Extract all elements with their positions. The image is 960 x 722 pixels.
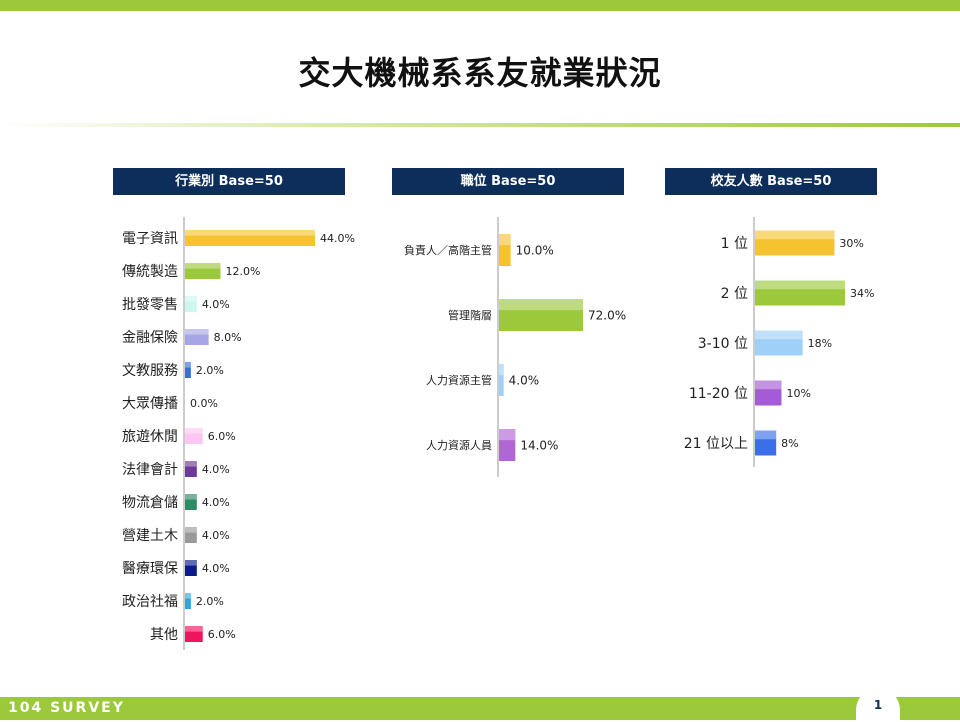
position-bar-chart: 負責人／高階主管 10.0% 管理階層 72.0% 人力資源主管 4.0% 人力資源人員 14… [404, 217, 626, 477]
bar [755, 230, 835, 256]
category-label: 人力資源人員 [426, 438, 492, 452]
bar-highlight [185, 362, 191, 368]
category-label: 政治社福 [122, 594, 178, 610]
category-label: 金融保險 [122, 330, 178, 346]
data-label: 14.0% [520, 438, 558, 452]
bar [755, 380, 782, 406]
category-label: 21 位以上 [684, 436, 748, 452]
bar [185, 593, 191, 609]
bar-highlight [185, 461, 197, 467]
bar [185, 560, 197, 576]
bar [185, 230, 315, 246]
title-divider [0, 123, 960, 127]
bar [499, 364, 504, 396]
category-label: 物流倉儲 [122, 495, 178, 511]
category-label: 3-10 位 [698, 336, 748, 352]
alumni-count-panel-header: 校友人數 Base=50 [665, 168, 877, 195]
bar [499, 234, 511, 266]
data-label: 72.0% [588, 308, 626, 322]
bar-highlight [755, 380, 782, 390]
category-label: 人力資源主管 [426, 373, 492, 387]
bar [185, 362, 191, 378]
bar [185, 296, 197, 312]
category-label: 批發零售 [122, 297, 178, 313]
bar [185, 461, 197, 477]
bar [499, 429, 516, 461]
bottom-accent-bar [0, 697, 960, 720]
category-label: 旅遊休閒 [122, 429, 178, 445]
data-label: 4.0% [202, 298, 230, 311]
page-number: 1 [856, 688, 900, 720]
data-label: 6.0% [208, 628, 236, 641]
bar-highlight [185, 593, 191, 599]
bar-highlight [185, 329, 209, 335]
bar [755, 430, 777, 456]
category-label: 負責人／高階主管 [404, 243, 492, 257]
data-label: 34% [850, 287, 874, 300]
bar-highlight [185, 263, 221, 269]
bar [499, 299, 583, 331]
data-label: 2.0% [196, 595, 224, 608]
data-label: 4.0% [202, 529, 230, 542]
bar [185, 329, 209, 345]
bar [755, 330, 803, 356]
top-accent-bar [0, 0, 960, 11]
category-label: 2 位 [721, 286, 748, 302]
category-label: 管理階層 [448, 308, 492, 322]
data-label: 44.0% [320, 232, 355, 245]
bar-highlight [499, 234, 511, 246]
alumni-count-bar-chart: 1 位 30% 2 位 34% 3-10 位 18% 11-20 位 10% 21 位以上 8% [684, 217, 874, 467]
data-label: 10.0% [516, 243, 554, 257]
data-label: 4.0% [202, 463, 230, 476]
category-label: 大眾傳播 [122, 396, 178, 412]
category-label: 文教服務 [122, 363, 178, 379]
bar-highlight [185, 230, 315, 236]
category-label: 傳統製造 [122, 264, 178, 280]
bar-highlight [185, 626, 203, 632]
bar [185, 428, 203, 444]
data-label: 10% [786, 387, 810, 400]
bar-highlight [185, 560, 197, 566]
data-label: 4.0% [509, 373, 540, 387]
bar-highlight [755, 280, 845, 290]
data-label: 8.0% [214, 331, 242, 344]
data-label: 18% [808, 337, 832, 350]
survey-logo: 104 SURVEY [8, 700, 125, 716]
category-label: 11-20 位 [689, 386, 748, 402]
bar-highlight [185, 527, 197, 533]
category-label: 法律會計 [122, 462, 178, 478]
data-label: 0.0% [190, 397, 218, 410]
bar-highlight [499, 364, 504, 376]
position-panel-header: 職位 Base=50 [392, 168, 624, 195]
bar-highlight [185, 296, 197, 302]
data-label: 2.0% [196, 364, 224, 377]
bar-highlight [499, 299, 583, 311]
industry-panel-header: 行業別 Base=50 [113, 168, 345, 195]
bar [755, 280, 845, 306]
bar-highlight [499, 429, 516, 441]
page-title: 交大機械系系友就業狀況 [298, 54, 662, 92]
bar [185, 494, 197, 510]
bar-highlight [755, 330, 803, 340]
data-label: 12.0% [225, 265, 260, 278]
bar-highlight [755, 430, 777, 440]
category-label: 醫療環保 [122, 560, 178, 577]
data-label: 30% [839, 237, 863, 250]
bar [185, 527, 197, 543]
bar-highlight [185, 494, 197, 500]
category-label: 營建土木 [122, 528, 178, 544]
data-label: 8% [781, 437, 798, 450]
category-label: 電子資訊 [122, 231, 178, 247]
bar-highlight [185, 428, 203, 434]
category-label: 其他 [150, 627, 178, 643]
data-label: 6.0% [208, 430, 236, 443]
bar-highlight [755, 230, 835, 240]
data-label: 4.0% [202, 496, 230, 509]
category-label: 1 位 [721, 236, 748, 252]
data-label: 4.0% [202, 562, 230, 575]
industry-bar-chart: 電子資訊 44.0% 傳統製造 12.0% 批發零售 4.0% 金融保險 8.0% 文教服務 2.… [122, 217, 355, 650]
bar [185, 626, 203, 642]
bar [185, 263, 221, 279]
